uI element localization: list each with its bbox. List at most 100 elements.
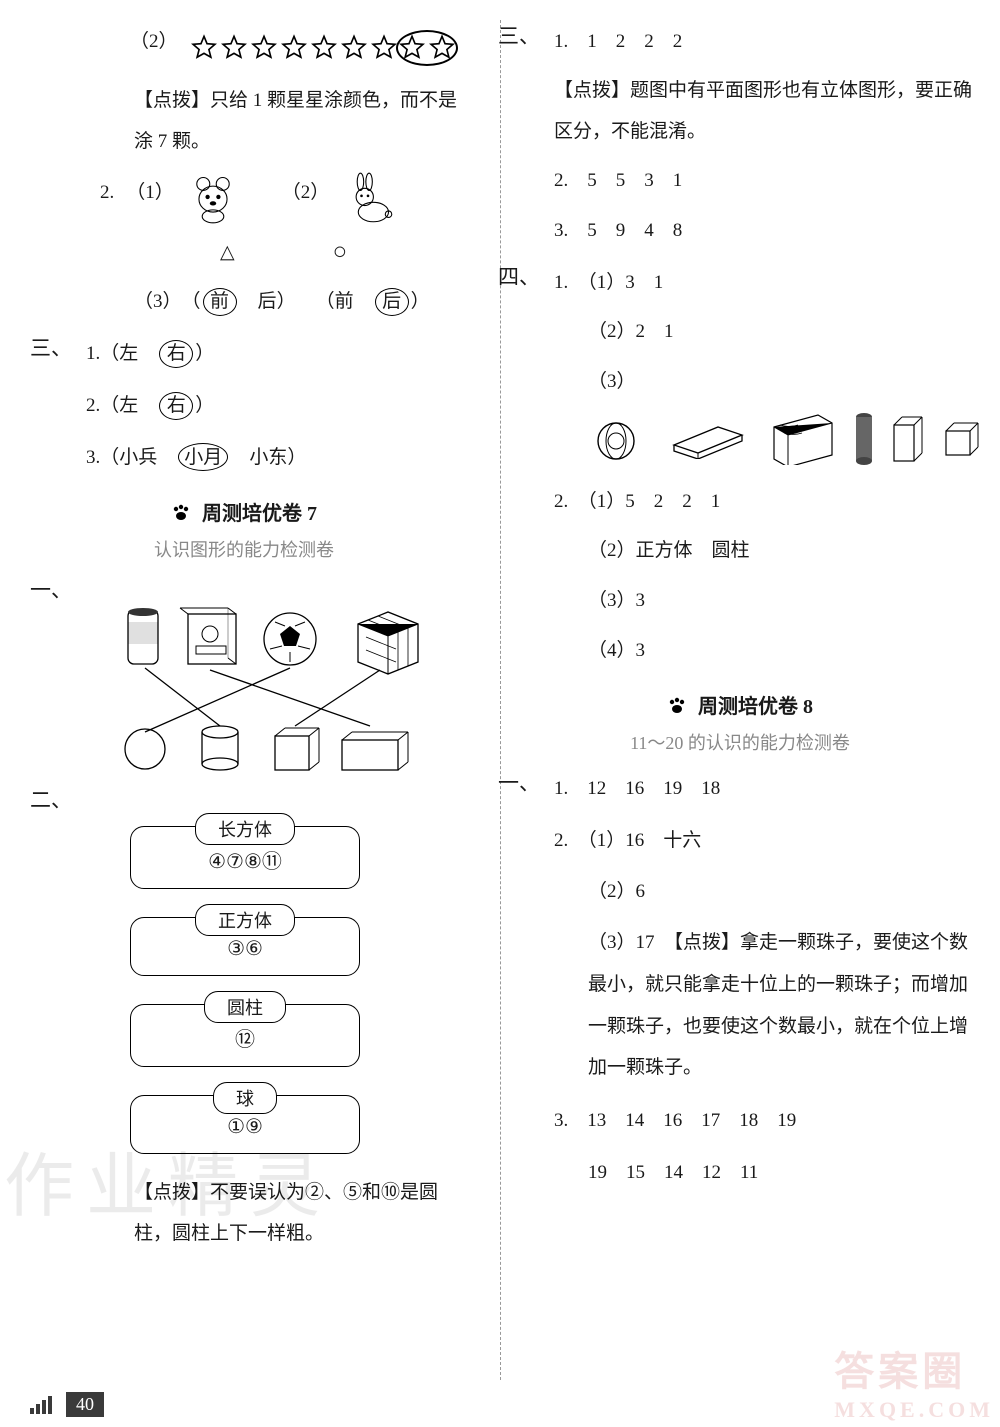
- r-sec4: 四、 1. （1）3 1 （2）2 1 （3）: [498, 261, 982, 673]
- r4-1a: （1）3 1: [587, 272, 663, 293]
- r4-2b: （2）正方体 圆柱: [554, 529, 982, 573]
- star-icon: [428, 34, 456, 62]
- star-icon: [190, 34, 218, 62]
- star-icon: [220, 34, 248, 62]
- back: 后: [258, 291, 277, 312]
- hint-2: 【点拨】不要误认为②、⑤和⑩是圆柱，圆柱上下一样粗。: [30, 1172, 458, 1256]
- sec3-r1-num: 1.: [86, 343, 100, 364]
- triangle-shape: △: [220, 231, 235, 275]
- r4-2-num: 2.: [554, 491, 568, 512]
- subtitle7: 认识图形的能力检测卷: [30, 536, 458, 562]
- sec2-label: 二、: [30, 784, 86, 814]
- r1-2c-head: （3）17: [588, 932, 674, 953]
- item-2: 2. （1） （2）: [30, 171, 458, 225]
- page-number: 40: [66, 1392, 104, 1417]
- circle-shape: ○: [333, 225, 348, 280]
- sec2: 二、: [30, 784, 458, 814]
- r3-2-num: 2.: [554, 170, 568, 191]
- koala-icon: [186, 171, 240, 225]
- r4-1-num: 1.: [554, 272, 568, 293]
- r1-2a: （1）16 十六: [587, 830, 701, 851]
- sec1: 一、: [30, 574, 458, 604]
- hint-1: 【点拨】只给 1 颗星星涂颜色，而不是涂 7 颗。: [30, 80, 458, 164]
- r3-hint-label: 【点拨】: [554, 80, 630, 101]
- title-7: 周测培优卷 7: [30, 497, 458, 527]
- r4-1b: （2）2 1: [554, 310, 982, 354]
- wrapped-cuboid-icon: [766, 413, 836, 465]
- stars-circled: [396, 30, 458, 66]
- shape-box-0: 长方体 ④⑦⑧⑪: [130, 826, 360, 889]
- r1-2c-label: 【点拨】: [674, 932, 741, 953]
- r1-1-num: 1.: [554, 778, 568, 799]
- r4-2a: （1）5 2 2 1: [587, 491, 720, 512]
- r3-1-vals: 1 2 2 2: [587, 31, 682, 52]
- front2: 前: [335, 291, 354, 312]
- star-icon: [340, 34, 368, 62]
- r3-1-num: 1.: [554, 31, 568, 52]
- r1-3-num: 3.: [554, 1110, 568, 1131]
- sec3-label: 三、: [30, 332, 86, 362]
- small-cube-icon: [942, 419, 982, 459]
- item2-c: （3） （前 后） （前 后）: [30, 280, 458, 324]
- r3-a: 小兵: [119, 447, 157, 468]
- shape-tag: 正方体: [195, 904, 295, 936]
- r1-2c-text: 拿走一颗珠子，要使这个数最小，就只能拿走十位上的一颗珠子；而增加一颗珠子，也要使…: [588, 932, 968, 1078]
- front-circled: 前: [203, 288, 237, 316]
- r-sec3: 三、 1. 1 2 2 2 【点拨】题图中有平面图形也有立体图形，要正确区分，不…: [498, 20, 982, 253]
- paw-icon: [667, 697, 687, 721]
- sphere-cylinder-icon: [594, 415, 650, 463]
- star-icon: [310, 34, 338, 62]
- shape-tag: 长方体: [195, 813, 295, 845]
- rabbit-icon: [341, 171, 395, 225]
- r-sec1-label: 一、: [498, 767, 554, 797]
- r1-3-row2: 19 15 14 12 11: [554, 1151, 982, 1195]
- item2-a-label: （1）: [126, 171, 174, 215]
- subtitle8: 11～20 的认识的能力检测卷: [498, 729, 982, 755]
- matching-diagram: [110, 604, 420, 774]
- item2-num: 2.: [100, 171, 114, 215]
- footer-bars-icon: [30, 1396, 58, 1414]
- paw-icon: [171, 504, 191, 528]
- r-sec4-label: 四、: [498, 261, 554, 291]
- r1-1-vals: 12 16 19 18: [587, 778, 720, 799]
- r4-2c: （3）3: [554, 579, 982, 623]
- r3-3-vals: 5 9 4 8: [587, 220, 682, 241]
- r1-3-row1: 13 14 16 17 18 19: [587, 1110, 796, 1131]
- r-sec3-label: 三、: [498, 20, 554, 50]
- r3-c: 小东: [249, 447, 287, 468]
- star-icon: [398, 34, 426, 62]
- r2-right: 右: [159, 392, 193, 420]
- shape-content: ③⑥: [227, 938, 263, 960]
- shape-box-2: 圆柱 ⑫: [130, 1004, 360, 1067]
- r1-2-num: 2.: [554, 830, 568, 851]
- item2-shapes: △ ○: [30, 225, 458, 280]
- rod-icon: [854, 412, 874, 466]
- shape-box-3: 球 ①⑨: [130, 1095, 360, 1154]
- shape-box-1: 正方体 ③⑥: [130, 917, 360, 976]
- eraser-icon: [668, 419, 748, 459]
- page-footer: 40: [30, 1392, 104, 1417]
- r1-left: 左: [119, 343, 138, 364]
- shape-content: ①⑨: [227, 1116, 263, 1138]
- item2-c-label: （3）: [134, 280, 182, 324]
- r3-3-num: 3.: [554, 220, 568, 241]
- shape-tag: 圆柱: [204, 991, 286, 1023]
- sec3: 三、 1.（左 右） 2.（左 右） 3.（小兵 小月 小东）: [30, 332, 458, 479]
- sec3-r2-num: 2.: [86, 395, 100, 416]
- r-sec1: 一、 1. 12 16 19 18 2. （1）16 十六 （2）6 （3）17…: [498, 767, 982, 1195]
- title7-text: 周测培优卷 7: [202, 503, 317, 525]
- r4-1c: （3）: [554, 360, 982, 404]
- q2-label: （2）: [30, 20, 178, 64]
- wm-right-bottom: MXQE.COM: [834, 1397, 994, 1423]
- sec1-label: 一、: [30, 574, 86, 604]
- shape-content: ④⑦⑧⑪: [208, 851, 282, 873]
- title-8: 周测培优卷 8: [498, 690, 982, 720]
- title8-text: 周测培优卷 8: [698, 696, 813, 718]
- star-icon: [370, 34, 398, 62]
- shape-tag: 球: [213, 1082, 277, 1114]
- shape-content: ⑫: [235, 1029, 255, 1051]
- hint2-label: 【点拨】: [134, 1182, 210, 1203]
- star-icon: [250, 34, 278, 62]
- r2-left: 左: [119, 395, 138, 416]
- r1-2b: （2）6: [554, 870, 982, 914]
